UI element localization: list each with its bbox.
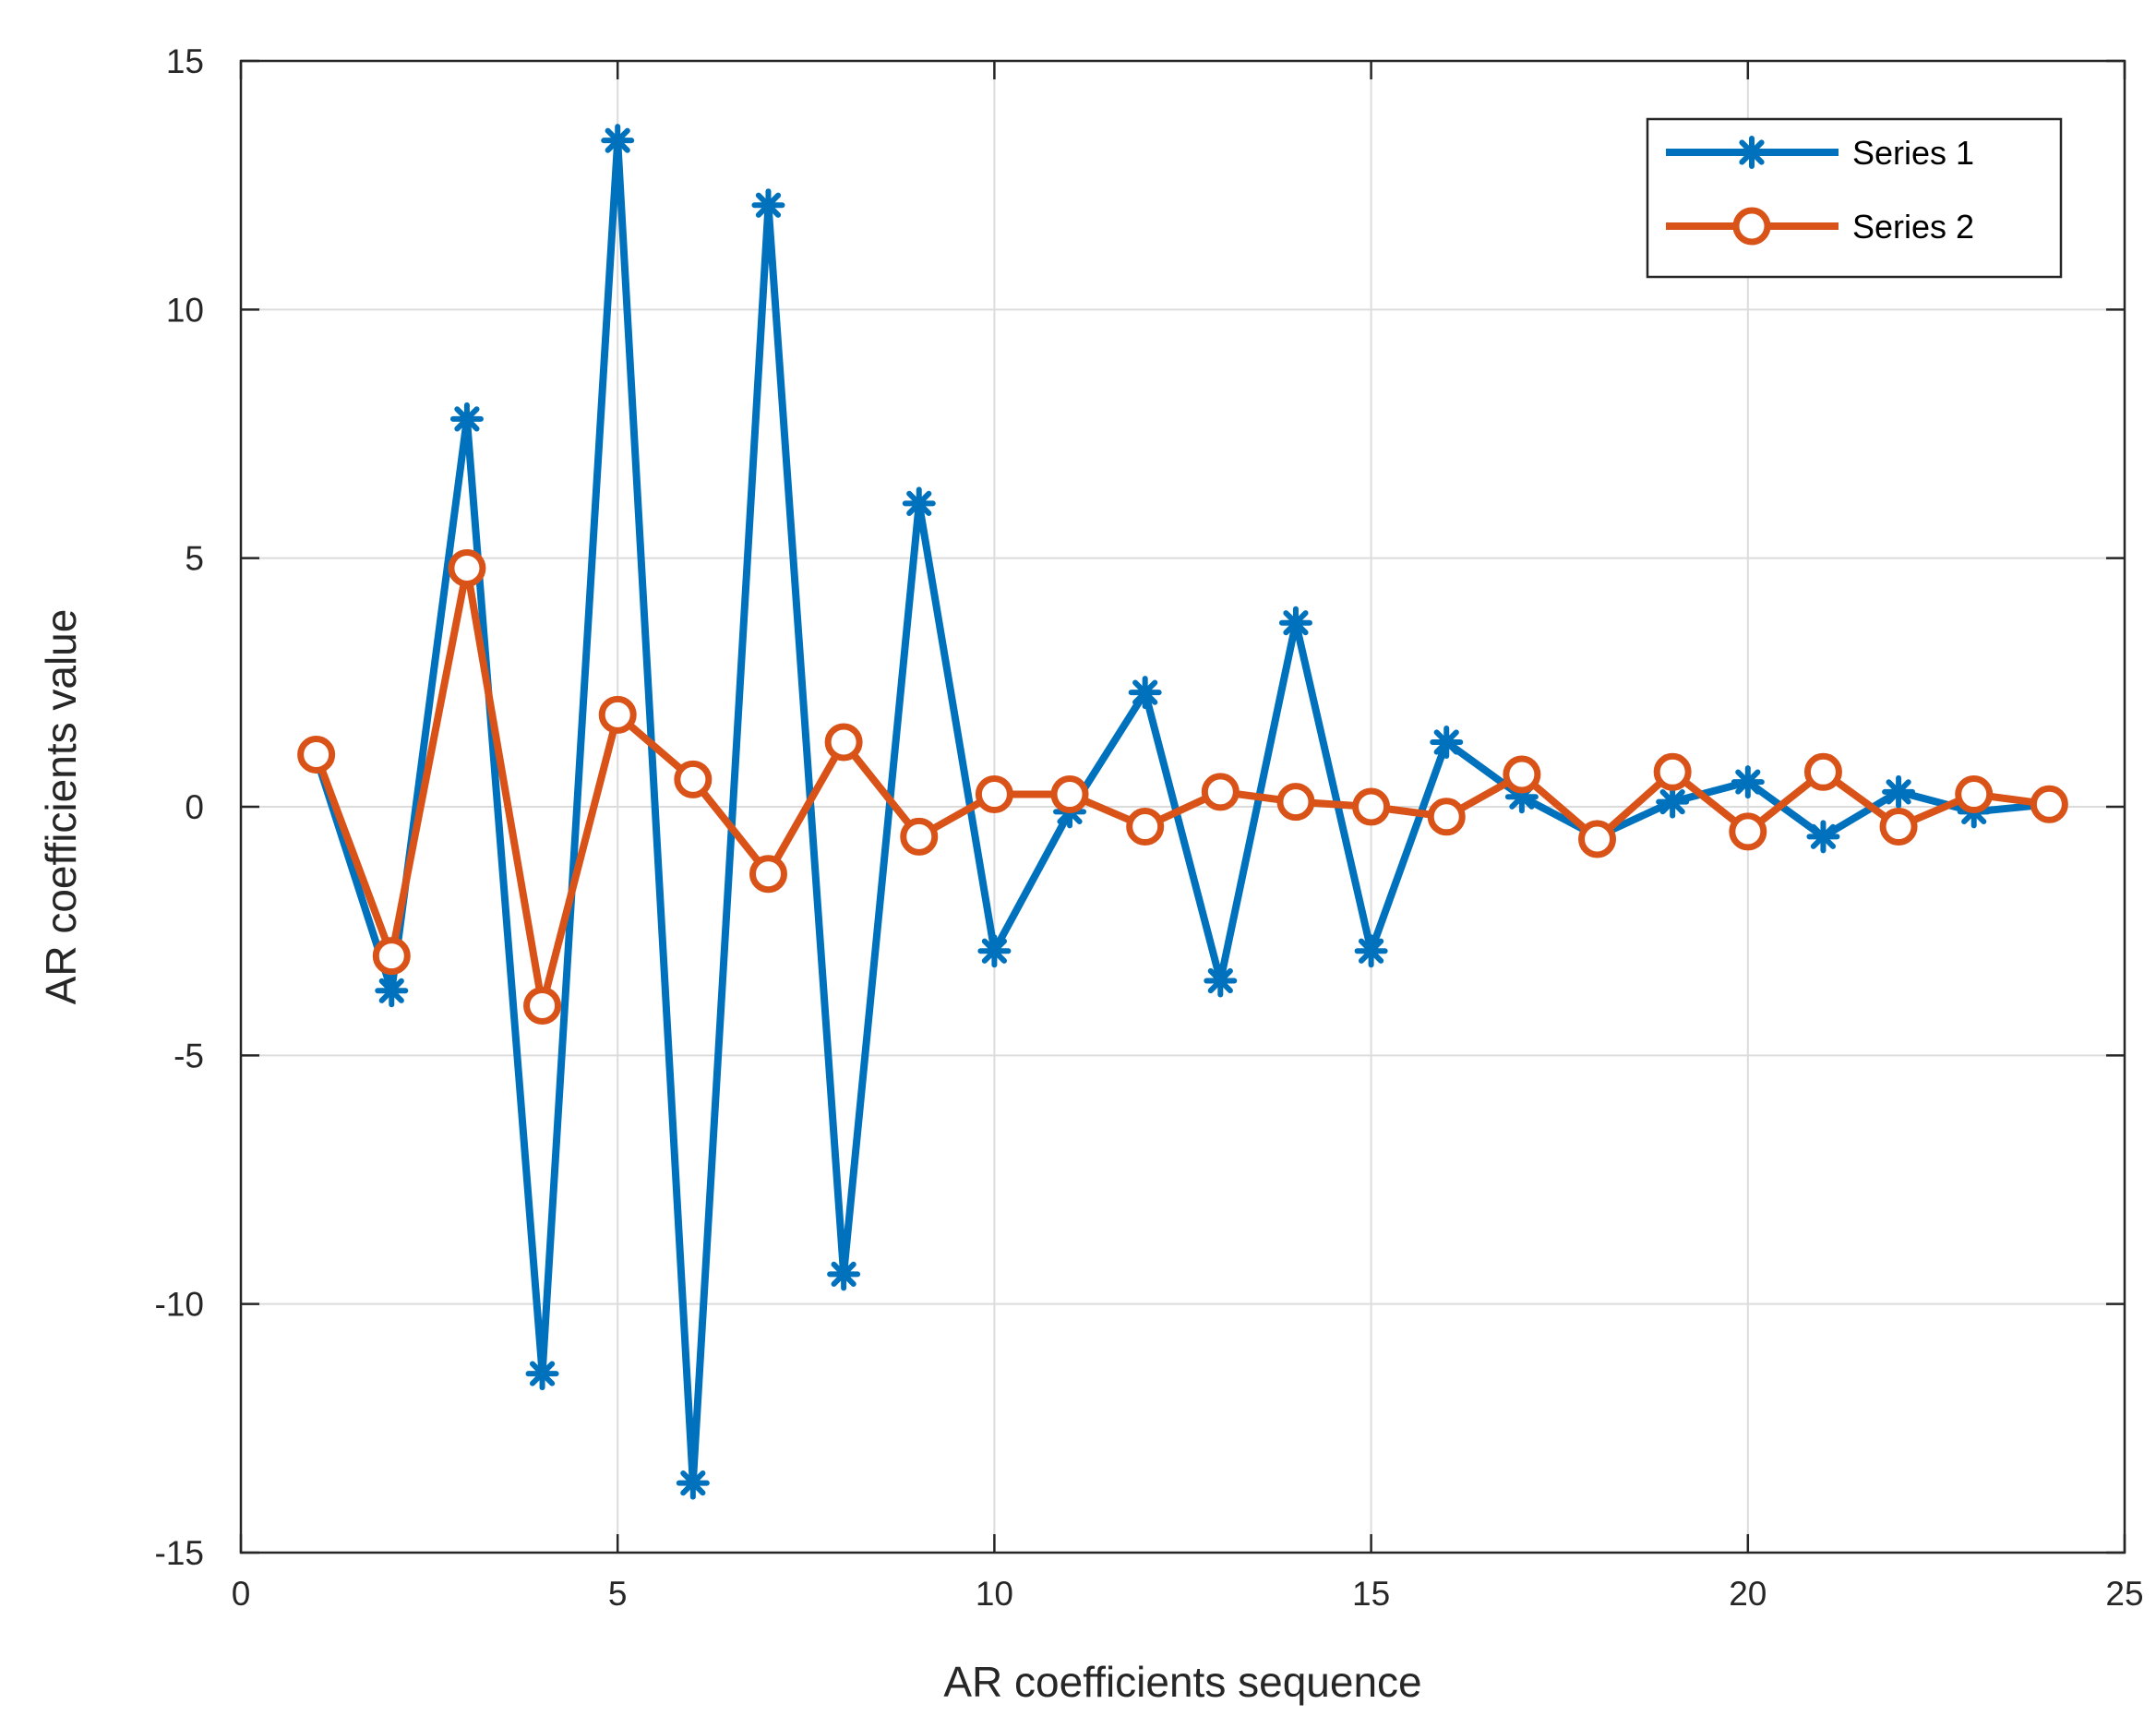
series-1-point	[1806, 820, 1840, 854]
asterisk-stroke	[680, 1470, 706, 1496]
asterisk-stroke	[1132, 679, 1158, 705]
x-axis-title: AR coefficients sequence	[943, 1658, 1421, 1706]
series-1-point	[1731, 765, 1765, 799]
series-1-point	[977, 934, 1012, 968]
series-2-point	[824, 723, 863, 762]
series-2	[297, 548, 2068, 1025]
series-2-point	[1276, 783, 1315, 822]
series-1-point	[1204, 964, 1238, 998]
series-2-point	[297, 735, 336, 774]
legend-marker-asterisk	[1735, 136, 1768, 169]
series-1-point	[902, 486, 936, 521]
series-2-point	[1879, 808, 1918, 846]
series-1-point	[1278, 606, 1312, 640]
series-1-point	[1656, 785, 1690, 819]
series-2-point	[900, 817, 939, 856]
series-2-point	[1503, 755, 1541, 794]
asterisk-stroke	[906, 490, 932, 517]
y-tick-label: -15	[155, 1534, 204, 1572]
legend-label: Series 1	[1852, 134, 1974, 172]
series-1-point	[751, 188, 785, 222]
series-2-point	[749, 855, 787, 894]
series-1-point	[827, 1257, 861, 1291]
legend-entry-series-2: Series 2	[1666, 207, 1974, 246]
series-1-point	[1430, 725, 1464, 759]
series-2-point	[1427, 798, 1466, 836]
series-2-point	[1201, 773, 1240, 811]
series-2-point	[975, 775, 1013, 814]
series-1-point	[1882, 774, 1916, 809]
asterisk-stroke	[378, 978, 404, 1003]
series-1-line	[312, 137, 2050, 1487]
series-2-point	[1126, 808, 1165, 846]
series-1-point	[1128, 676, 1162, 710]
y-tick-label: 15	[166, 42, 204, 80]
series-1-point	[375, 974, 409, 1008]
x-tick-label: 5	[608, 1575, 628, 1613]
series-2-point	[1578, 820, 1617, 858]
asterisk-stroke	[529, 1361, 556, 1386]
asterisk-stroke	[1433, 729, 1459, 755]
y-tick-label: 0	[185, 788, 204, 826]
asterisk-stroke	[1659, 789, 1685, 815]
legend-entry-series-1: Series 1	[1666, 134, 1974, 172]
series-2-point	[1729, 812, 1767, 851]
y-tick-label: 5	[185, 540, 204, 578]
series-2-point	[1050, 775, 1089, 814]
series-2-point	[448, 548, 486, 587]
series-2-point	[1803, 752, 1842, 791]
legend-marker-circle	[1732, 207, 1771, 246]
y-axis-title: AR coefficients value	[37, 609, 85, 1005]
asterisk-stroke	[454, 406, 480, 432]
series-2-point	[598, 695, 637, 734]
legend: Series 1 Series 2	[1646, 117, 2063, 279]
x-tick-label: 20	[1729, 1575, 1767, 1613]
asterisk-stroke	[605, 127, 630, 153]
series-1-point	[676, 1466, 710, 1500]
series-2-point	[1352, 787, 1391, 826]
series-1-point	[525, 1357, 559, 1391]
series-1-point	[449, 402, 484, 436]
asterisk-stroke	[1810, 823, 1837, 849]
series-2-point	[372, 937, 411, 976]
x-tick-label: 0	[232, 1575, 251, 1613]
asterisk-stroke	[1358, 938, 1384, 964]
x-tick-label: 25	[2105, 1575, 2143, 1613]
series-2-point	[2030, 785, 2068, 823]
y-tick-label: 10	[166, 291, 204, 329]
y-tick-label: -5	[174, 1037, 204, 1074]
x-tick-label: 10	[976, 1575, 1013, 1613]
asterisk-stroke	[755, 192, 782, 218]
series-1-point	[1354, 934, 1388, 968]
series-2-point	[1955, 775, 1994, 814]
asterisk-stroke	[1739, 139, 1765, 165]
series-2-point	[674, 760, 713, 798]
series-2-point	[523, 986, 562, 1025]
axis-ticks	[239, 59, 2126, 1554]
tick-labels: 0 5 10 15 20 25 -15 -10 -5 0 5 10 15	[155, 42, 2144, 1613]
asterisk-stroke	[831, 1261, 856, 1287]
legend-box	[1646, 117, 2063, 279]
asterisk-stroke	[981, 938, 1008, 964]
asterisk-stroke	[1207, 967, 1233, 994]
asterisk-stroke	[1886, 779, 1911, 805]
y-tick-label: -10	[155, 1286, 204, 1324]
series-2-point	[1653, 752, 1692, 791]
series-1-point	[601, 124, 635, 158]
asterisk-stroke	[1283, 610, 1309, 636]
plot-series	[297, 124, 2068, 1500]
asterisk-stroke	[1735, 769, 1761, 795]
x-tick-label: 15	[1352, 1575, 1390, 1613]
legend-label: Series 2	[1852, 208, 1974, 246]
